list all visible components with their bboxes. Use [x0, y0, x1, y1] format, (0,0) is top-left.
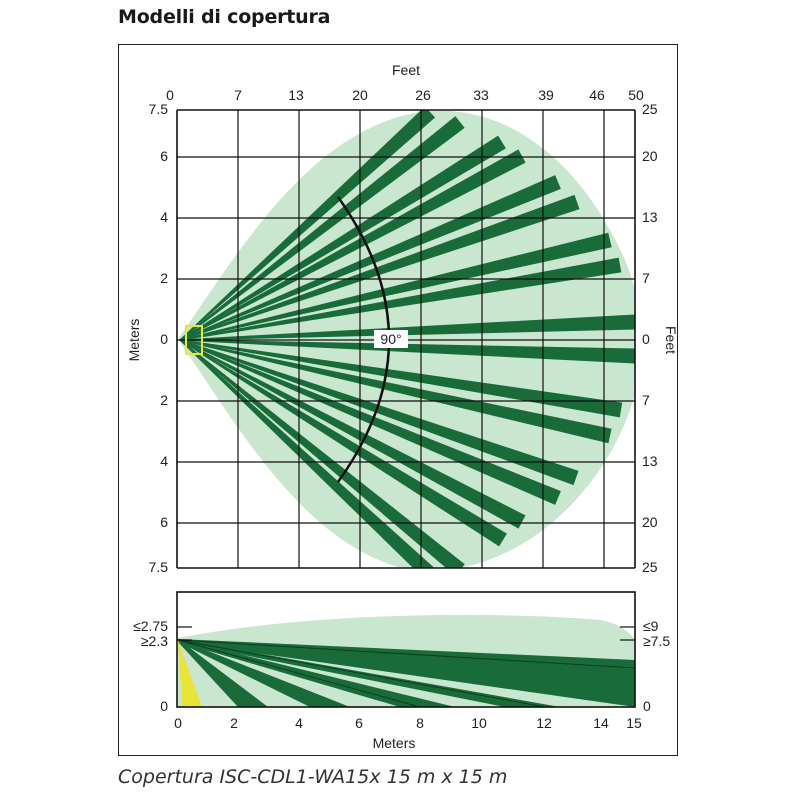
side-tick-label-right: ≥7.5 — [643, 633, 670, 649]
y-axis-right-label: Feet — [663, 326, 679, 354]
y-tick-label-left: 6 — [160, 514, 168, 530]
side-detection-beams — [177, 639, 635, 707]
side-sensor-cone — [178, 640, 202, 707]
y-tick-label-right: 25 — [642, 101, 658, 117]
beam-13 — [179, 339, 579, 486]
y-tick-labels-right: 25 20 13 7 0 7 13 20 25 — [642, 101, 658, 575]
side-tick-label-left: 0 — [160, 698, 168, 714]
side-x-tick-label: 8 — [416, 715, 424, 731]
side-view: ≤2.75≥2.3 0 ≤9≥7.5 0 0 2 4 6 8 10 12 14 15 Meters — [133, 591, 670, 751]
side-grid — [176, 591, 636, 708]
beam-12 — [179, 339, 612, 444]
y-tick-label-left: 2 — [160, 392, 168, 408]
y-tick-labels-left: 7.5 6 4 2 0 2 4 6 7.5 — [149, 101, 169, 575]
y-tick-label-right: 20 — [642, 148, 658, 164]
side-tick-labels-left: ≤2.75≥2.3 0 — [133, 618, 168, 714]
beam-16 — [179, 339, 507, 547]
side-tick-label-left: ≥2.3 — [141, 633, 168, 649]
side-tick-label-right: ≤9 — [643, 618, 659, 634]
side-x-tick-label: 10 — [471, 715, 487, 731]
side-frame — [176, 591, 636, 708]
y-tick-label-right: 20 — [642, 514, 658, 530]
y-tick-label-left: 2 — [160, 270, 168, 286]
beam-8 — [179, 257, 622, 341]
side-beam-4 — [178, 639, 350, 707]
detection-beams — [179, 110, 635, 568]
side-beam-edge — [177, 639, 421, 707]
side-x-tick-label: 14 — [593, 715, 609, 731]
side-x-tick-label: 15 — [626, 715, 642, 731]
beam-15 — [179, 339, 526, 529]
x-tick-label: 46 — [589, 87, 605, 103]
beam-7 — [179, 232, 612, 341]
x-tick-label: 0 — [166, 87, 174, 103]
diagram-frame — [118, 44, 678, 756]
top-view: 90° Feet 0 7 13 20 26 33 39 46 50 7.564202467.5 … — [126, 62, 679, 575]
x-tick-label: 33 — [473, 87, 489, 103]
side-x-tick-label: 0 — [174, 715, 182, 731]
beam-17 — [179, 339, 465, 568]
y-tick-label-left: 4 — [160, 209, 168, 225]
sensor-marker — [185, 325, 203, 355]
x-axis-top-label: Feet — [392, 62, 420, 78]
x-tick-label: 13 — [288, 87, 304, 103]
y-tick-label-left: 7.5 — [149, 101, 169, 117]
beam-9 — [180, 314, 635, 341]
side-tick-label-left: ≤2.75 — [133, 618, 168, 634]
beam-11 — [179, 339, 623, 418]
side-beam-edge — [177, 639, 635, 669]
y-tick-label-left: 7.5 — [149, 559, 169, 575]
side-tick-label-right: 0 — [643, 698, 651, 714]
side-x-axis-label: Meters — [373, 735, 416, 751]
angle-label-bg — [374, 330, 408, 348]
beam-1 — [179, 110, 436, 341]
x-tick-label: 39 — [538, 87, 554, 103]
y-tick-label-left: 4 — [160, 453, 168, 469]
side-beam-3 — [178, 639, 455, 707]
side-x-tick-label: 6 — [355, 715, 363, 731]
y-tick-label-right: 0 — [642, 331, 650, 347]
side-beam-2 — [178, 639, 560, 707]
x-tick-label: 50 — [628, 87, 644, 103]
side-x-tick-label: 12 — [536, 715, 552, 731]
page-title: Modelli di copertura — [118, 6, 331, 28]
side-beam-5 — [178, 639, 268, 707]
beam-5 — [179, 175, 561, 341]
side-x-tick-label: 2 — [230, 715, 238, 731]
y-axis-left-label: Meters — [126, 319, 142, 362]
side-x-tick-labels: 0 2 4 6 8 10 12 14 15 — [174, 715, 642, 731]
y-tick-label-right: 25 — [642, 559, 658, 575]
beam-18 — [179, 339, 435, 568]
beam-6 — [179, 194, 580, 341]
y-tick-label-left: 0 — [160, 331, 168, 347]
caption: Copertura ISC-CDL1-WA15x 15 m x 15 m — [118, 766, 508, 788]
grid — [176, 109, 636, 569]
beam-3 — [179, 135, 506, 341]
angle-label: 90° — [380, 331, 401, 347]
y-tick-label-left: 6 — [160, 148, 168, 164]
y-tick-label-right: 13 — [642, 209, 658, 225]
y-tick-label-right: 7 — [642, 270, 650, 286]
side-tick-labels-right: ≤9≥7.5 0 — [643, 618, 670, 714]
side-x-tick-label: 4 — [295, 715, 303, 731]
beam-2 — [179, 116, 465, 341]
x-tick-label: 7 — [234, 87, 242, 103]
beam-14 — [179, 339, 561, 505]
x-tick-label: 20 — [352, 87, 368, 103]
beam-4 — [179, 149, 526, 341]
y-tick-label-right: 7 — [642, 392, 650, 408]
x-tick-labels: 0 7 13 20 26 33 39 46 50 — [166, 87, 644, 103]
y-tick-label-right: 13 — [642, 453, 658, 469]
beam-10 — [180, 339, 635, 364]
x-tick-label: 26 — [415, 87, 431, 103]
side-beam-1 — [178, 639, 635, 707]
side-beam-edge — [177, 639, 546, 707]
